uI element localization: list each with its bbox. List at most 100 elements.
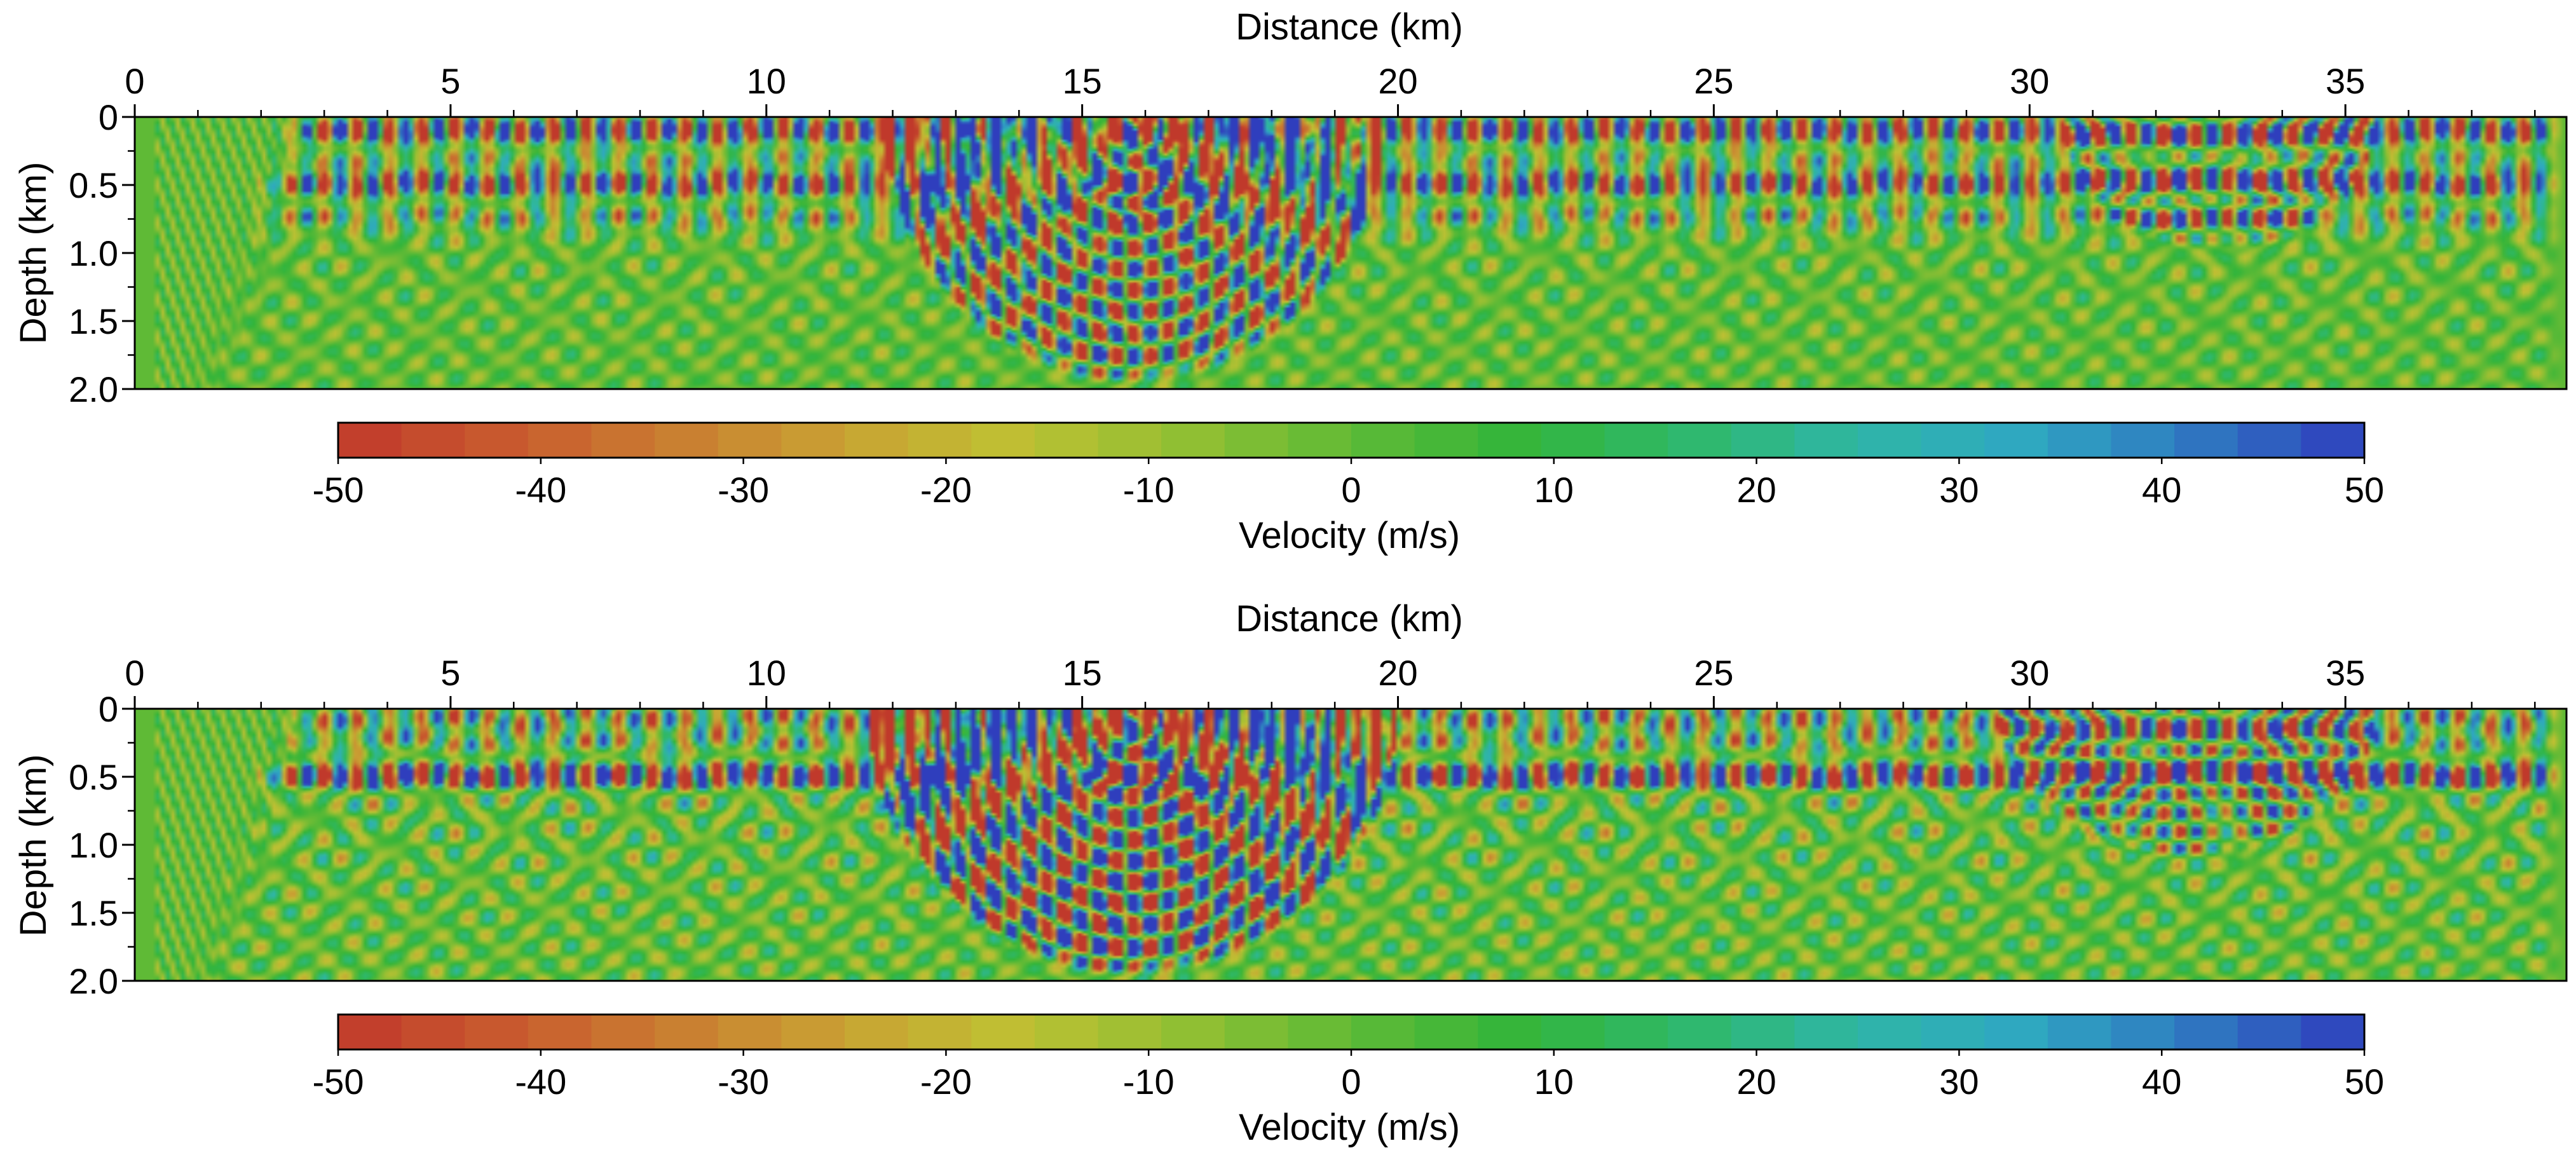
colorbar-swatch	[528, 1015, 592, 1049]
y-tick-label: 2.0	[69, 369, 118, 409]
colorbar-swatch	[718, 1015, 782, 1049]
colorbar-tick-label: -30	[718, 470, 769, 510]
colorbar-swatch	[845, 1015, 909, 1049]
colorbar-tick-label: 40	[2142, 470, 2181, 510]
colorbar-tick-label: -40	[515, 470, 566, 510]
colorbar-swatch	[781, 1015, 845, 1049]
x-tick-label: 25	[1694, 653, 1733, 693]
colorbar-swatch	[2047, 423, 2112, 458]
x-tick-label: 30	[2010, 61, 2049, 101]
colorbar: -50 -40 -30 -20 -10 0 10 20 30 40 50	[313, 421, 2384, 510]
colorbar-tick-label: -30	[718, 1062, 769, 1102]
colorbar-swatch	[1541, 423, 1605, 458]
colorbar-swatch	[1921, 1015, 1985, 1049]
colorbar-swatch	[1098, 1015, 1162, 1049]
colorbar-swatch	[465, 1015, 529, 1049]
colorbar-swatch	[1858, 1015, 1922, 1049]
colorbar-swatch	[2301, 423, 2365, 458]
colorbar-label: Velocity (m/s)	[1239, 1107, 1460, 1148]
colorbar-tick-label: -20	[920, 470, 972, 510]
colorbar-swatch	[1858, 423, 1922, 458]
colorbar-swatch	[2174, 1015, 2239, 1049]
y-axis-title: Depth (km)	[13, 755, 54, 937]
panel-2: Distance (km) Depth (km) Velocity (m/s) …	[13, 598, 2568, 1148]
colorbar-swatch	[1414, 1015, 1478, 1049]
colorbar-swatch	[1668, 423, 1732, 458]
y-tick-label: 1.0	[69, 233, 118, 273]
colorbar-swatch	[2111, 1015, 2175, 1049]
colorbar-tick-label: -50	[313, 1062, 364, 1102]
colorbar-tick-label: -10	[1123, 470, 1175, 510]
velocity-heatmap	[135, 709, 2566, 981]
colorbar-swatch	[338, 1015, 402, 1049]
colorbar-swatch	[1478, 423, 1542, 458]
colorbar-swatch	[2301, 1015, 2365, 1049]
colorbar-swatch	[655, 423, 719, 458]
colorbar-swatch	[1288, 1015, 1352, 1049]
colorbar-label: Velocity (m/s)	[1239, 515, 1460, 556]
x-tick-label: 20	[1378, 61, 1417, 101]
velocity-heatmap	[135, 117, 2566, 389]
colorbar-swatch	[1161, 1015, 1225, 1049]
colorbar-tick-label: 40	[2142, 1062, 2181, 1102]
x-tick-label: 20	[1378, 653, 1417, 693]
colorbar-tick-label: 30	[1939, 470, 1979, 510]
colorbar-swatch	[1034, 423, 1099, 458]
colorbar-swatch	[1288, 423, 1352, 458]
colorbar-swatch	[908, 423, 972, 458]
x-tick-label: 10	[747, 61, 786, 101]
y-tick-label: 1.0	[69, 825, 118, 865]
colorbar-swatch	[591, 423, 655, 458]
colorbar-swatch	[781, 423, 845, 458]
x-tick-label: 15	[1063, 61, 1102, 101]
colorbar-swatch	[1984, 1015, 2048, 1049]
colorbar-tick-label: -40	[515, 1062, 566, 1102]
colorbar-swatch	[2237, 1015, 2301, 1049]
colorbar-swatch	[1161, 423, 1225, 458]
colorbar: -50 -40 -30 -20 -10 0 10 20 30 40 50	[313, 1013, 2384, 1102]
colorbar-swatch	[1921, 423, 1985, 458]
colorbar-swatch	[1794, 1015, 1858, 1049]
y-tick-label: 0.5	[69, 757, 118, 797]
colorbar-tick-label: 20	[1736, 1062, 1776, 1102]
colorbar-swatch	[1731, 423, 1795, 458]
colorbar-swatch	[1224, 1015, 1288, 1049]
colorbar-tick-label: 0	[1341, 1062, 1361, 1102]
colorbar-swatch	[1541, 1015, 1605, 1049]
colorbar-swatch	[1604, 423, 1668, 458]
colorbar-tick-label: -10	[1123, 1062, 1175, 1102]
colorbar-swatch	[1034, 1015, 1099, 1049]
y-tick-label: 0	[99, 97, 118, 137]
colorbar-tick-label: 10	[1534, 1062, 1574, 1102]
x-tick-label: 30	[2010, 653, 2049, 693]
y-tick-label: 2.0	[69, 961, 118, 1001]
x-axis-title: Distance (km)	[1236, 598, 1463, 639]
colorbar-swatch	[908, 1015, 972, 1049]
colorbar-swatch	[2174, 423, 2239, 458]
colorbar-swatch	[1351, 1015, 1415, 1049]
colorbar-swatch	[655, 1015, 719, 1049]
colorbar-tick-label: 50	[2345, 1062, 2384, 1102]
colorbar-tick-label: 0	[1341, 470, 1361, 510]
colorbar-swatch	[2111, 423, 2175, 458]
colorbar-swatch	[2237, 423, 2301, 458]
colorbar-swatch	[528, 423, 592, 458]
y-tick-label: 1.5	[69, 301, 118, 341]
colorbar-swatch	[1668, 1015, 1732, 1049]
y-tick-label: 0.5	[69, 165, 118, 205]
colorbar-swatch	[1731, 1015, 1795, 1049]
colorbar-swatch	[1478, 1015, 1542, 1049]
colorbar-tick-label: -20	[920, 1062, 972, 1102]
x-tick-label: 0	[125, 61, 144, 101]
colorbar-swatch	[971, 1015, 1035, 1049]
x-axis-title: Distance (km)	[1236, 6, 1463, 48]
colorbar-tick-label: -50	[313, 470, 364, 510]
colorbar-swatch	[401, 423, 465, 458]
y-tick-label: 1.5	[69, 893, 118, 933]
colorbar-tick-label: 20	[1736, 470, 1776, 510]
x-tick-label: 35	[2326, 653, 2365, 693]
x-tick-label: 15	[1063, 653, 1102, 693]
colorbar-swatch	[338, 423, 402, 458]
colorbar-tick-label: 50	[2345, 470, 2384, 510]
